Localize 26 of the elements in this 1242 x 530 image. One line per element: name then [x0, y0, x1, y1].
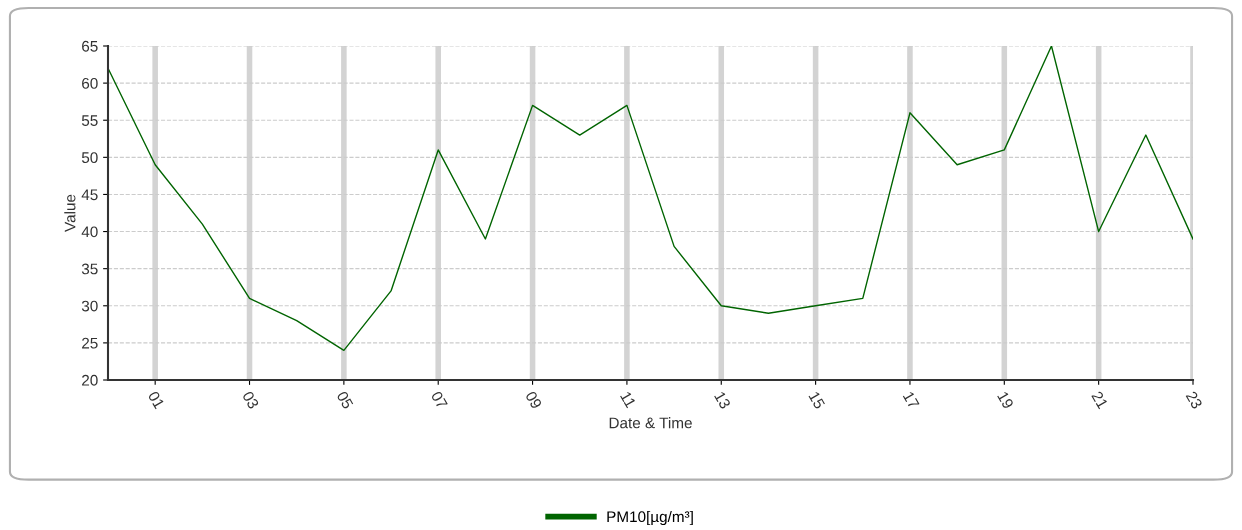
y-axis-title: Value	[64, 194, 76, 232]
y-tick-label: 50	[81, 152, 98, 164]
y-tick-label: 25	[82, 337, 98, 349]
x-tick-label: 09	[525, 390, 543, 410]
line-series	[108, 46, 1193, 352]
y-tick-label: 60	[82, 77, 98, 89]
x-tick-label: 17	[902, 391, 920, 410]
legend-label: PM10[µg/m³]	[607, 510, 693, 526]
x-tick-label: 13	[714, 390, 731, 410]
x-tick-label: 21	[1091, 390, 1109, 410]
x-axis-title: Date & Time	[609, 417, 692, 429]
y-tick-label: 40	[81, 226, 98, 238]
x-tick-label: 07	[430, 390, 448, 410]
x-tick-label: 05	[336, 390, 354, 410]
x-tick-label: 23	[1185, 390, 1203, 410]
y-tick-label: 30	[81, 300, 98, 312]
y-tick-label: 65	[82, 40, 98, 52]
y-tick-label: 35	[81, 263, 98, 275]
x-tick-label: 15	[808, 391, 826, 410]
y-tick-label: 45	[81, 189, 98, 201]
x-tick-label: 03	[242, 390, 260, 410]
y-tick-label: 20	[82, 374, 98, 386]
x-tick-label: 11	[620, 391, 637, 409]
x-tick-label: 19	[997, 390, 1015, 410]
x-tick-label: 01	[147, 390, 165, 410]
y-tick-label: 55	[81, 115, 98, 126]
